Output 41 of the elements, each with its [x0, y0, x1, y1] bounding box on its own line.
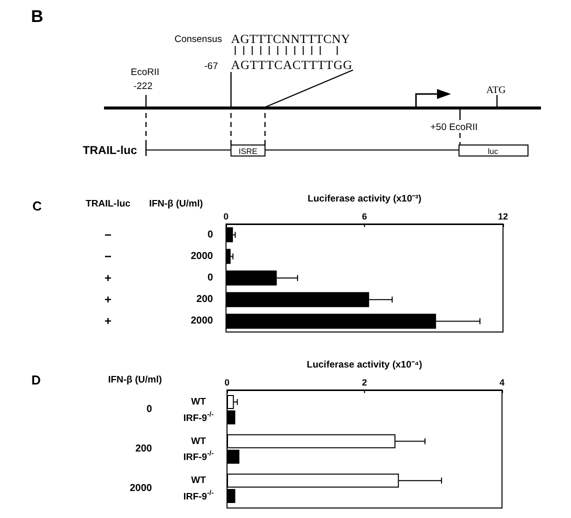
x-tick-label: 6 [362, 212, 368, 222]
text: ATG [486, 85, 506, 96]
y2-tick-label: − [104, 249, 112, 264]
y2-tick-label: + [104, 314, 112, 328]
x-tick-label: 12 [498, 212, 508, 222]
y-tick-label: 2000 [130, 482, 152, 494]
text: WT [191, 396, 206, 408]
text: AGTTTCACTTTTGG [231, 58, 352, 72]
text: +50 EcoRII [430, 122, 478, 133]
x-tick-label: 2 [362, 378, 368, 388]
y-tick-label: 0 [207, 229, 214, 240]
y-tick-label: 0 [146, 404, 152, 416]
text: C [32, 198, 42, 214]
y-tick-label: 2000 [190, 316, 214, 327]
y-axis-title: IFN-β (U/ml) [108, 374, 162, 386]
y-tick-label: 200 [135, 444, 152, 454]
text: EcoRII [130, 67, 160, 78]
y2-tick-label: + [104, 271, 112, 285]
text: D [31, 372, 41, 388]
y2-axis-title: TRAIL-luc [86, 198, 130, 210]
x-tick-label: 4 [499, 378, 505, 388]
text: ISRE [238, 147, 258, 156]
text: WT [191, 475, 206, 486]
text: -222 [133, 81, 153, 92]
x-tick-label: 0 [223, 212, 229, 222]
y-axis-title: IFN-β (U/ml) [149, 198, 203, 210]
y2-tick-label: − [104, 228, 112, 242]
x-axis-title: Luciferase activity (x10⁻⁴) [306, 360, 422, 370]
x-axis-title: Luciferase activity (x10⁻³) [308, 194, 422, 204]
text: WT [191, 436, 206, 447]
text: -67 [204, 61, 218, 72]
text: Consensus [174, 34, 222, 45]
text: TRAIL-luc [82, 145, 138, 157]
y-tick-label: 200 [196, 294, 214, 306]
y-tick-label: 0 [207, 272, 214, 284]
y2-tick-label: + [104, 292, 112, 307]
text: B [31, 7, 44, 26]
y-tick-label: 2000 [190, 250, 214, 262]
text: AGTTTCNNTTTCNY [231, 32, 350, 46]
x-tick-label: 0 [224, 378, 230, 388]
text: luc [488, 147, 498, 156]
